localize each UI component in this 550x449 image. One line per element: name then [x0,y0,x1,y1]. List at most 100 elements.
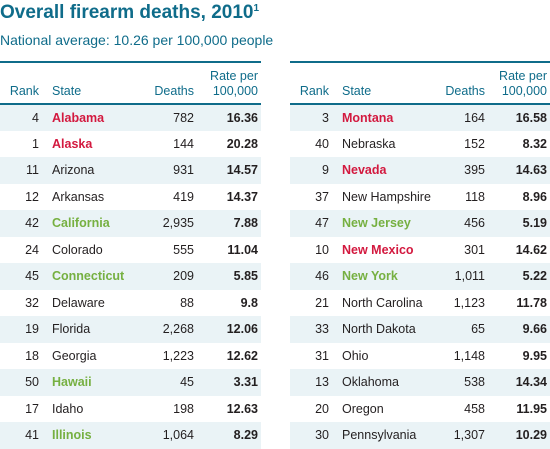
rank-cell: 21 [315,295,329,310]
deaths-cell: 458 [464,401,485,416]
table-row: 32 Delaware 88 9.8 [0,289,261,316]
rank-cell: 17 [25,401,39,416]
rank-cell: 50 [25,375,39,390]
title-text: Overall firearm deaths, 2010 [0,2,254,23]
rank-cell: 41 [25,428,39,443]
title-footnote-marker: 1 [253,3,260,14]
state-cell: California [52,216,110,231]
rank-cell: 11 [26,163,39,178]
deaths-cell: 1,223 [162,348,194,363]
table-header-row: Rank State Deaths Rate per 100,000 [290,61,550,105]
rate-cell: 7.88 [233,216,258,231]
table-row: 42 California 2,935 7.88 [0,210,261,237]
deaths-cell: 419 [173,189,194,204]
rank-cell: 47 [315,216,329,231]
state-cell: Ohio [342,348,369,363]
state-cell: Hawaii [52,375,92,390]
rate-cell: 20.28 [226,136,258,151]
table-row: 4 Alabama 782 16.36 [0,104,261,131]
deaths-cell: 65 [471,322,485,337]
table-row: 10 New Mexico 301 14.62 [290,236,550,263]
table-row: 12 Arkansas 419 14.37 [0,183,261,210]
table-row: 21 North Carolina 1,123 11.78 [290,289,550,316]
deaths-cell: 538 [464,375,485,390]
state-cell: Florida [52,322,91,337]
deaths-cell: 555 [173,242,194,257]
deaths-cell: 144 [173,136,194,151]
table-row: 3 Montana 164 16.58 [290,104,550,131]
rank-cell: 4 [32,110,39,125]
state-cell: Georgia [52,348,97,363]
table-row: 13 Oklahoma 538 14.34 [290,369,550,396]
rank-cell: 1 [32,136,39,151]
rate-cell: 14.57 [226,163,258,178]
state-cell: Oklahoma [342,375,399,390]
right-table-body: 3 Montana 164 16.58 40 Nebraska 152 8.32 9 Nevada… [290,104,550,449]
rate-cell: 3.31 [233,375,258,390]
deaths-cell: 2,935 [162,216,194,231]
rank-cell: 24 [25,242,39,257]
state-cell: Nevada [342,163,387,178]
deaths-cell: 1,307 [453,428,485,443]
deaths-cell: 118 [465,189,485,204]
rate-cell: 14.34 [515,375,547,390]
rate-cell: 5.85 [233,269,258,284]
deaths-cell: 931 [173,163,194,178]
rank-cell: 18 [25,348,39,363]
rate-cell: 14.63 [515,163,547,178]
rank-cell: 40 [315,136,329,151]
state-cell: Oregon [342,401,384,416]
rate-cell: 12.63 [226,401,258,416]
left-table: Rank State Deaths Rate per 100,000 4 Alaba… [0,61,261,449]
right-table: Rank State Deaths Rate per 100,000 3 Monta… [290,61,550,449]
rate-cell: 9.8 [240,295,258,310]
state-cell: Alabama [52,110,105,125]
rate-header-line1: Rate per [210,69,258,83]
table-row: 47 New Jersey 456 5.19 [290,210,550,237]
rate-header-line2: 100,000 [212,84,258,98]
table-row: 9 Nevada 395 14.63 [290,157,550,184]
rate-header-line2: 100,000 [501,84,547,98]
rate-cell: 8.32 [522,136,547,151]
table-row: 46 New York 1,011 5.22 [290,263,550,290]
rate-cell: 11.78 [516,295,547,310]
table-row: 45 Connecticut 209 5.85 [0,263,261,290]
state-cell: New Hampshire [342,189,431,204]
rank-cell: 13 [315,375,329,390]
table-row: 41 Illinois 1,064 8.29 [0,422,261,449]
deaths-cell: 2,268 [162,322,194,337]
rank-cell: 19 [25,322,39,337]
deaths-cell: 1,011 [454,269,485,284]
rank-cell: 10 [315,242,329,257]
table-row: 1 Alaska 144 20.28 [0,130,261,157]
deaths-cell: 209 [173,269,194,284]
deaths-cell: 88 [180,295,194,310]
state-cell: Delaware [52,295,105,310]
state-cell: Pennsylvania [342,428,417,443]
table-row: 30 Pennsylvania 1,307 10.29 [290,422,550,449]
table-row: 19 Florida 2,268 12.06 [0,316,261,343]
rank-cell: 3 [322,110,329,125]
state-cell: Illinois [52,428,92,443]
rate-cell: 16.36 [226,110,258,125]
deaths-cell: 395 [464,163,485,178]
state-header: State [342,61,439,105]
state-cell: New Mexico [342,242,414,257]
table-row: 20 Oregon 458 11.95 [290,395,550,422]
rank-header: Rank [0,61,52,105]
rank-cell: 9 [322,163,329,178]
rank-cell: 32 [25,295,39,310]
state-cell: New York [342,269,398,284]
deaths-cell: 152 [464,136,485,151]
state-cell: North Dakota [342,322,416,337]
deaths-cell: 301 [464,242,485,257]
state-cell: New Jersey [342,216,411,231]
table-header-row: Rank State Deaths Rate per 100,000 [0,61,261,105]
table-row: 37 New Hampshire 118 8.96 [290,183,550,210]
table-row: 40 Nebraska 152 8.32 [290,130,550,157]
rank-cell: 31 [315,348,329,363]
table-row: 50 Hawaii 45 3.31 [0,369,261,396]
rank-cell: 33 [315,322,329,337]
rate-header-line1: Rate per [499,69,547,83]
rate-header: Rate per 100,000 [499,61,550,105]
